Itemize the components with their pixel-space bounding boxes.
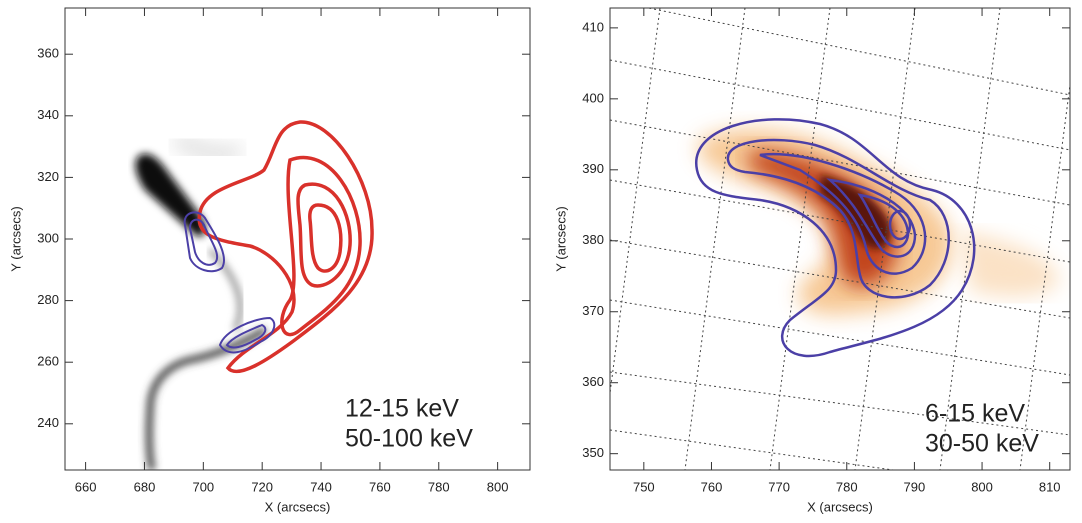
x-tick-label: 770 — [768, 479, 790, 494]
y-tick-label: 370 — [582, 303, 604, 318]
x-tick-label: 680 — [134, 479, 156, 494]
x-tick-label: 810 — [1039, 479, 1061, 494]
y-tick-label: 400 — [582, 90, 604, 105]
y-tick-label: 360 — [582, 374, 604, 389]
x-tick-label: 790 — [904, 479, 926, 494]
y-tick-label: 300 — [37, 230, 59, 245]
y-tick-label: 360 — [37, 46, 59, 61]
contours-nonthermal-right — [695, 118, 976, 358]
y-tick-label: 280 — [37, 292, 59, 307]
euv-image — [135, 137, 267, 470]
legend-entry: 30-50 keV — [925, 430, 1039, 458]
x-tick-label: 760 — [701, 479, 723, 494]
x-tick-label: 750 — [633, 479, 655, 494]
y-tick-label: 390 — [582, 161, 604, 176]
x-tick-label: 780 — [836, 479, 858, 494]
x-axis-label: X (arcsecs) — [265, 499, 331, 514]
y-tick-label: 320 — [37, 169, 59, 184]
x-tick-label: 800 — [487, 479, 509, 494]
x-tick-label: 720 — [251, 479, 273, 494]
x-tick-label: 780 — [428, 479, 450, 494]
plot-frame — [64, 7, 531, 471]
y-tick-label: 350 — [582, 445, 604, 460]
y-axis-label: Y (arcsecs) — [8, 206, 23, 272]
x-tick-label: 700 — [192, 479, 214, 494]
y-tick-label: 240 — [37, 415, 59, 430]
y-tick-label: 410 — [582, 19, 604, 34]
y-tick-label: 260 — [37, 354, 59, 369]
legend-entry: 6-15 keV — [925, 400, 1025, 428]
contours-nonthermal — [183, 211, 276, 354]
plot-frame — [609, 7, 1071, 471]
y-axis-label: Y (arcsecs) — [553, 206, 568, 272]
legend-entry: 50-100 keV — [345, 425, 473, 453]
y-tick-label: 380 — [582, 232, 604, 247]
x-tick-label: 660 — [75, 479, 97, 494]
x-axis-label: X (arcsecs) — [807, 499, 873, 514]
contours-hot — [197, 120, 374, 374]
x-tick-label: 800 — [971, 479, 993, 494]
legend-entry: 12-15 keV — [345, 395, 459, 423]
x-tick-label: 740 — [310, 479, 332, 494]
x-tick-label: 760 — [369, 479, 391, 494]
heat-image — [610, 8, 1070, 470]
y-tick-label: 340 — [37, 107, 59, 122]
